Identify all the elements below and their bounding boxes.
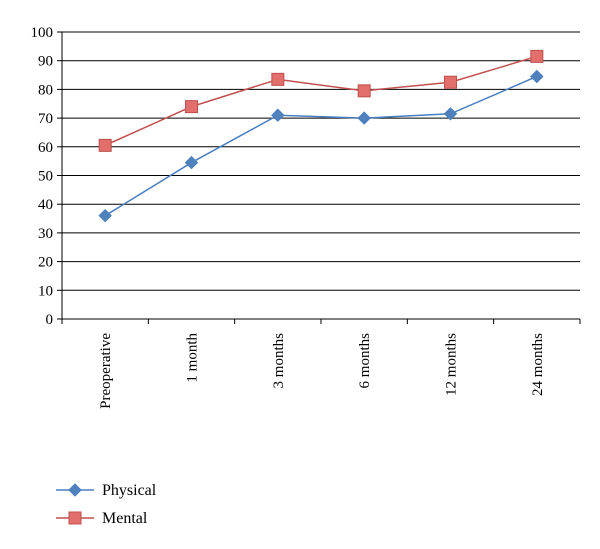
- legend-item-mental: Mental: [56, 510, 148, 527]
- data-point-physical: [271, 108, 285, 122]
- y-tick-label: 50: [38, 169, 53, 185]
- data-point-mental: [185, 100, 198, 114]
- y-tick-label: 40: [38, 197, 53, 213]
- legend: Physical Mental: [56, 482, 157, 527]
- y-tick-label: 30: [38, 226, 53, 242]
- gridlines: [62, 31, 580, 291]
- data-point-mental: [98, 138, 112, 152]
- data-point-mental: [357, 84, 371, 98]
- data-point-physical: [530, 69, 544, 84]
- x-tick-label: 24 months: [530, 333, 546, 396]
- data-point-mental: [444, 75, 457, 89]
- x-tick-label: Preoperative: [98, 333, 114, 409]
- legend-label-mental: Mental: [102, 510, 148, 527]
- data-point-physical: [184, 155, 199, 170]
- y-tick-label: 0: [46, 312, 54, 328]
- y-tick-label: 10: [38, 283, 53, 299]
- x-tick-label: 12 months: [444, 333, 460, 396]
- series-mental: [98, 49, 544, 152]
- y-tick-label: 60: [38, 140, 53, 156]
- legend-label-physical: Physical: [102, 482, 157, 499]
- y-tick-label: 100: [31, 25, 54, 41]
- series-line-physical: [104, 75, 538, 217]
- y-tick-label: 80: [38, 82, 53, 98]
- data-point-physical: [357, 111, 371, 125]
- series-layer: [98, 49, 544, 223]
- legend-marker-physical: [68, 483, 82, 497]
- x-tick-label: 1 month: [185, 333, 201, 383]
- x-axis: Preoperative 1 month 3 months 6 months 12 mo…: [61, 318, 581, 409]
- data-point-physical: [98, 208, 112, 223]
- x-tick-label: 3 months: [271, 333, 287, 389]
- legend-marker-mental: [68, 511, 82, 525]
- legend-item-physical: Physical: [56, 482, 157, 499]
- data-point-mental: [530, 49, 544, 63]
- y-axis: 0 10 20 30 40 50 60 70 80 90 100: [31, 25, 63, 328]
- series-physical: [98, 69, 544, 223]
- y-tick-label: 90: [38, 54, 53, 70]
- y-tick-label: 70: [38, 111, 53, 127]
- data-point-physical: [443, 107, 458, 121]
- x-tick-label: 6 months: [357, 333, 373, 389]
- series-line-mental: [104, 55, 538, 147]
- data-point-mental: [271, 72, 285, 86]
- y-tick-label: 20: [38, 255, 53, 271]
